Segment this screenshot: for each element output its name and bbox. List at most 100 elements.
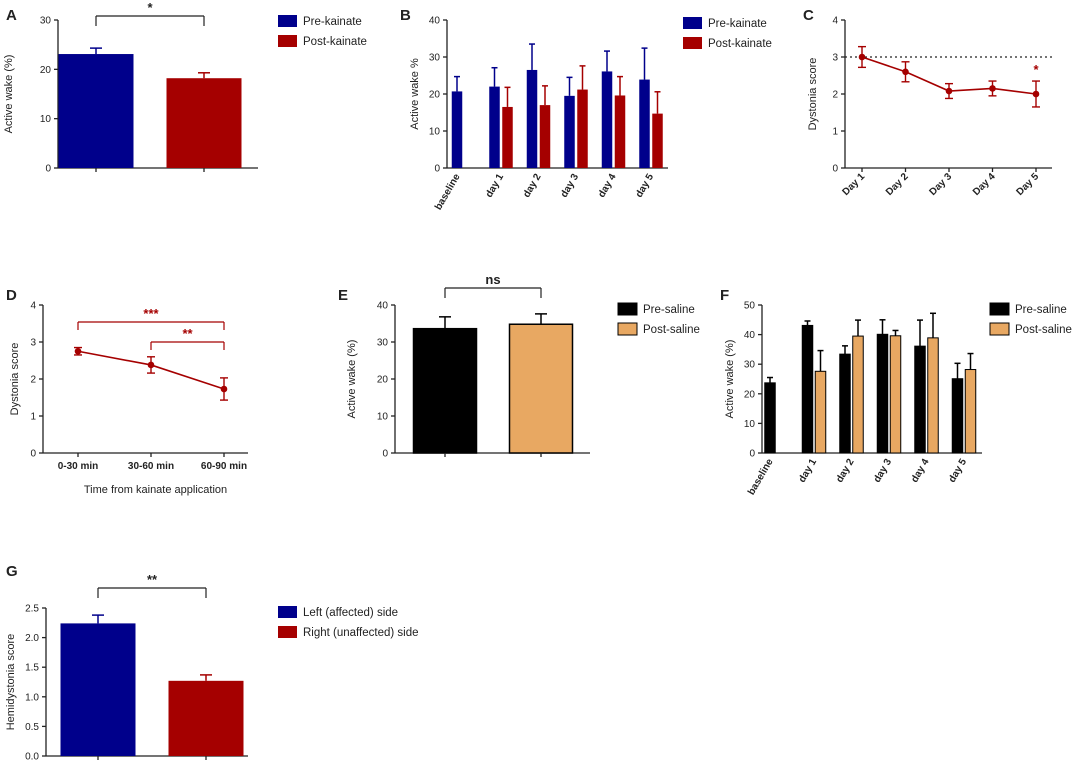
y-axis-label: Dystonia score	[9, 343, 21, 416]
legend-swatch	[617, 302, 638, 316]
error-bar	[654, 91, 661, 114]
legend-label: Pre-kainate	[708, 18, 767, 30]
significance-label: ***	[143, 306, 159, 321]
y-axis-label: Dystonia score	[807, 58, 819, 131]
y-tick-label: 3	[30, 338, 36, 349]
bar	[764, 382, 776, 454]
x-tick-label: Day 5	[1014, 171, 1041, 198]
y-tick-label: 30	[377, 338, 389, 349]
legend-label: Pre-saline	[643, 304, 695, 316]
bar	[801, 324, 814, 454]
x-tick-label: day 2	[521, 172, 544, 200]
panel-e-y-axis: 0 10 20 30 40 Active wake (%)	[346, 301, 396, 460]
panel-letter: A	[6, 7, 17, 24]
bar	[412, 327, 478, 454]
panel-letter: E	[338, 287, 348, 304]
bar	[502, 106, 513, 168]
legend-swatch	[278, 606, 297, 618]
significance-label: **	[147, 572, 158, 587]
y-tick-label: 0	[749, 449, 755, 460]
legend-swatch	[683, 17, 702, 29]
error-bar	[930, 312, 936, 338]
x-tick-label: day 4	[596, 172, 619, 200]
error-bar	[967, 352, 974, 370]
error-bar	[767, 376, 773, 383]
legend-label: Left (affected) side	[303, 607, 398, 619]
y-tick-label: 10	[40, 114, 52, 125]
y-tick-label: 1.0	[25, 692, 39, 703]
panel-g-y-axis: 0.0 0.5 1.0 1.5 2.0 2.5 Hemidystonia score	[5, 604, 47, 762]
y-tick-label: 1	[832, 127, 838, 138]
legend-label: Pre-saline	[1015, 304, 1067, 316]
bar	[564, 95, 575, 168]
legend-label: Post-kainate	[708, 38, 772, 50]
y-axis-label: Active wake (%)	[346, 340, 358, 419]
y-tick-label: 10	[377, 412, 389, 423]
x-tick-label: Day 1	[840, 171, 867, 198]
y-tick-label: 0	[832, 164, 838, 175]
y-tick-label: 2	[832, 90, 838, 101]
x-tick-label: day 1	[484, 172, 507, 200]
bar	[964, 369, 977, 454]
bar	[839, 353, 851, 454]
x-tick-label: day 1	[797, 457, 820, 485]
y-tick-label: 2.0	[25, 633, 39, 644]
data-point	[74, 347, 82, 355]
bar	[508, 323, 574, 454]
data-point	[858, 53, 866, 61]
significance-label: ns	[485, 272, 500, 287]
x-tick-label: day 2	[834, 457, 857, 485]
bar	[58, 54, 134, 168]
bar	[168, 680, 244, 756]
data-point	[147, 361, 155, 369]
panel-f-y-axis: 0 10 20 30 40 50 Active wake (%)	[724, 301, 763, 460]
y-tick-label: 30	[429, 53, 441, 64]
error-bar	[535, 313, 547, 325]
panel-letter: G	[6, 563, 18, 580]
y-tick-label: 0	[45, 164, 51, 175]
x-tick-label: day 3	[872, 457, 895, 485]
panel-b-y-axis: 0 10 20 30 40 Active wake %	[409, 16, 448, 175]
error-bar	[641, 47, 648, 80]
y-tick-label: 1	[30, 412, 36, 423]
x-tick-label: day 3	[559, 172, 582, 200]
error-bar	[917, 319, 923, 347]
data-point	[220, 385, 228, 393]
y-tick-label: 1.5	[25, 663, 39, 674]
error-bar	[90, 47, 102, 55]
error-bar	[504, 86, 511, 107]
error-bar	[617, 75, 623, 96]
error-bar	[879, 319, 886, 335]
bar	[914, 345, 926, 454]
error-bar	[92, 614, 104, 624]
y-tick-label: 40	[377, 301, 389, 312]
significance-bracket: **	[97, 572, 207, 598]
bar	[577, 89, 588, 168]
legend-swatch	[617, 322, 638, 336]
data-point	[989, 85, 996, 92]
y-tick-label: 20	[377, 375, 389, 386]
error-bar	[954, 362, 961, 379]
legend-swatch	[683, 37, 702, 49]
error-bar	[804, 320, 811, 326]
legend-swatch	[989, 302, 1010, 316]
significance-label: *	[147, 0, 153, 15]
y-axis-label: Active wake (%)	[3, 55, 15, 134]
x-tick-label: 30-60 min	[128, 461, 174, 472]
y-tick-label: 10	[744, 419, 756, 430]
bar	[539, 105, 551, 168]
legend-label: Post-kainate	[303, 36, 367, 48]
error-bar	[439, 316, 451, 329]
error-bar	[529, 43, 535, 70]
panel-a-y-axis: 0 10 20 30 Active wake (%)	[3, 16, 59, 175]
bar	[652, 113, 663, 168]
y-tick-label: 3	[832, 53, 838, 64]
panel-c-y-axis: 0 1 2 3 4 Dystonia score	[807, 16, 846, 175]
legend-label: Right (unaffected) side	[303, 627, 419, 639]
x-tick-label: 0-30 min	[58, 461, 99, 472]
legend-label: Post-saline	[1015, 324, 1072, 336]
significance-bracket: *	[95, 0, 205, 26]
bar	[166, 78, 242, 168]
x-tick-label: Day 2	[884, 171, 911, 198]
y-tick-label: 0.0	[25, 752, 39, 762]
